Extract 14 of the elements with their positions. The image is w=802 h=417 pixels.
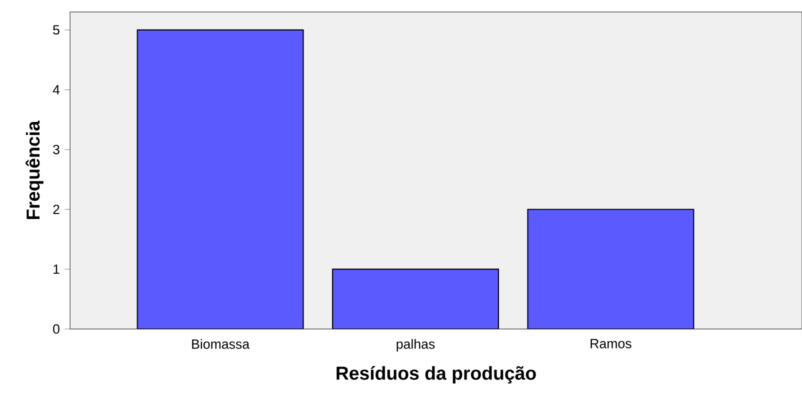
y-tick-label: 4 — [52, 85, 60, 94]
x-tick-label: palhas — [396, 339, 435, 352]
x-axis-title: Resíduos da produção — [336, 366, 536, 384]
bar — [137, 30, 304, 329]
y-tick-label: 2 — [53, 204, 60, 214]
x-tick-label: Biomassa — [192, 339, 250, 349]
y-tick-label: 1 — [54, 264, 60, 274]
bar — [332, 269, 498, 329]
x-tick-label: Ramos — [590, 339, 632, 348]
bar — [527, 208, 694, 329]
y-tick-label: 0 — [53, 324, 60, 334]
y-tick-label: 5 — [53, 25, 60, 35]
y-tick-label: 3 — [53, 144, 60, 154]
y-axis-title: Frequência — [26, 120, 44, 220]
